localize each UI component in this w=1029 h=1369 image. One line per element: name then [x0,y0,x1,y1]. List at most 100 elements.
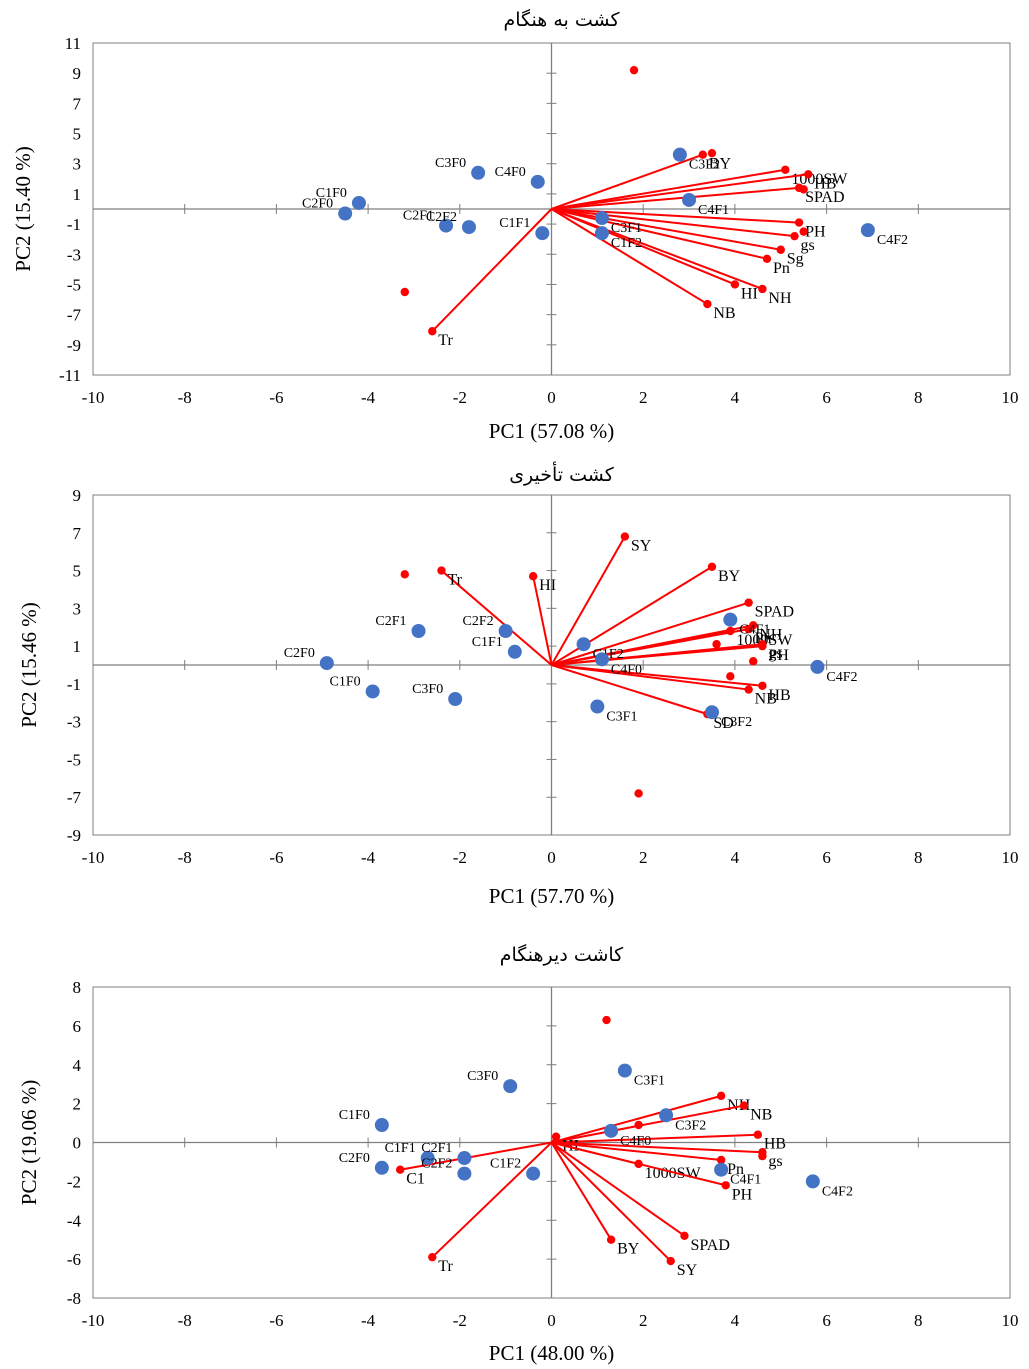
trait-vector-line [551,645,763,666]
treatment-label: C3F1 [611,221,642,236]
trait-vector-line [551,1141,726,1187]
trait-label: Pn [773,260,790,277]
treatment-label: C1F2 [490,1157,521,1172]
trait-label: HI [741,285,758,302]
x-tick-label: -2 [453,848,467,867]
treatment-label: C4F2 [877,233,908,248]
y-tick-label: 1 [73,637,82,656]
trait-label: SPAD [690,1237,729,1254]
treatment-label: C3F2 [689,158,720,173]
x-tick-label: 2 [639,848,648,867]
treatment-label: C1F1 [385,1141,416,1156]
treatment-point [704,705,719,720]
trait-label: PH [805,224,826,241]
treatment-point [457,1166,472,1181]
treatment-point [461,220,476,235]
treatment-point [471,165,486,180]
treatment-label: C3F2 [721,715,752,730]
x-tick-label: -4 [361,1311,376,1330]
trait-vector-line [551,208,781,251]
trait-vector-line [532,576,553,666]
trait-point [753,1130,763,1139]
treatment-point [576,637,591,652]
x-axis-label: PC1 (48.00 %) [489,1341,614,1365]
y-tick-label: -7 [67,306,82,325]
trait-vector-line [431,208,553,332]
x-tick-label: -6 [269,388,283,407]
treatment-label: C2F0 [284,646,315,661]
y-axis-label: PC2 (15.46 %) [17,602,41,727]
x-tick-label: -6 [269,1311,283,1330]
trait-point [776,245,785,254]
trait-vector-line [551,664,708,716]
trait-point [634,789,643,798]
y-tick-label: -7 [67,788,82,807]
y-tick-label: 9 [73,64,82,83]
trait-vector-line [551,208,768,260]
treatment-label: C3F2 [675,1118,706,1133]
trait-point [400,570,409,579]
trait-point [762,254,772,263]
x-tick-label: -10 [82,1311,105,1330]
treatment-label: C4F0 [611,662,642,677]
treatment-point [860,223,875,238]
x-tick-label: 0 [547,848,556,867]
x-tick-label: -6 [269,848,283,867]
treatment-label: C3F0 [467,1069,498,1084]
trait-vector-line [551,153,704,210]
treatment-label: C3F1 [606,710,637,725]
x-tick-label: -8 [178,848,192,867]
trait-label: Tr [447,572,462,589]
trait-point [428,1252,437,1262]
trait-vector-line [550,1141,686,1237]
x-tick-label: 10 [1002,848,1019,867]
chart-title: کاشت دیرهنگام [500,943,624,966]
trait-vector-line [400,1141,552,1171]
y-tick-label: -6 [67,1250,81,1269]
trait-point [794,218,804,227]
trait-point [726,672,735,681]
trait-vector-line [550,1141,672,1262]
trait-label: PH [768,647,789,664]
trait-point [726,626,735,636]
trait-point [799,227,808,236]
trait-label: NB [755,691,777,708]
x-tick-label: 6 [822,1311,831,1330]
trait-point [707,148,717,158]
treatment-point [526,1166,541,1181]
treatment-label: C1F1 [472,635,503,650]
trait-point [428,327,437,336]
x-tick-label: 6 [822,388,831,407]
treatment-point [411,624,426,638]
trait-vector-line [551,208,795,238]
treatment-label: C2F0 [339,1151,370,1166]
treatment-point [682,192,697,207]
treatment-point [338,206,353,221]
trait-vectors: SYBYSPADNHPn1000SWgsPHHBNBSDHITr [400,532,794,798]
trait-point [712,640,721,649]
treatment-point [420,1151,435,1166]
trait-vector-line [550,1141,612,1241]
treatment-point [594,226,609,241]
trait-label: SPAD [755,604,794,621]
trait-vector-line [551,601,749,666]
y-tick-label: 8 [73,978,82,997]
treatment-label: C3F0 [412,682,443,697]
treatment-point [590,699,605,714]
trait-point [749,657,758,666]
y-tick-label: 7 [73,94,82,113]
trait-point [744,598,753,607]
y-tick-label: 6 [73,1017,82,1036]
trait-point [744,624,753,634]
treatment-label: C2F1 [421,1141,452,1156]
x-tick-label: 8 [914,388,923,407]
trait-point [703,299,712,309]
trait-point [799,185,808,194]
trait-point [758,681,767,690]
y-tick-label: -3 [67,245,81,264]
y-tick-label: 7 [73,524,82,543]
